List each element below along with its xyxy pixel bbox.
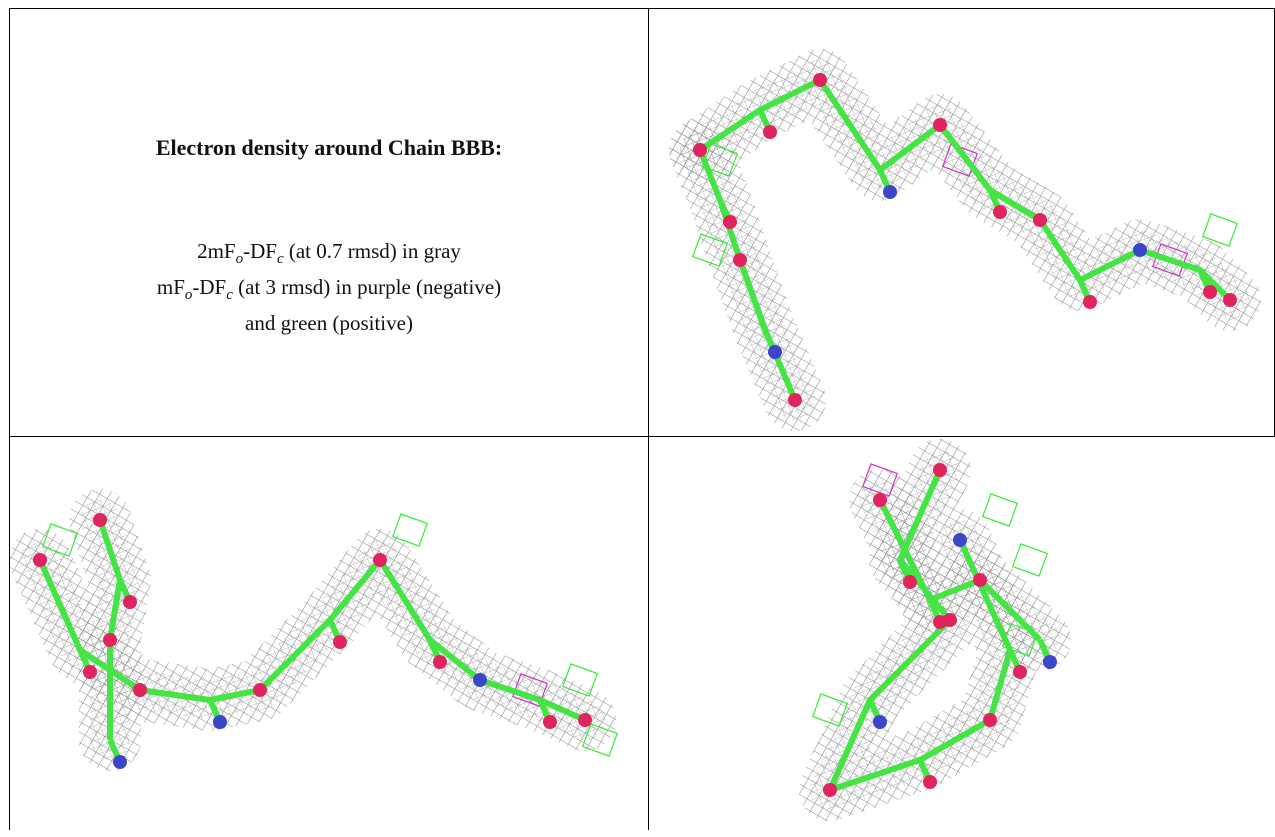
- atom: [873, 493, 887, 507]
- atom: [763, 125, 777, 139]
- difference-density: [1013, 544, 1048, 576]
- text-run: 2mF: [197, 239, 236, 263]
- atom: [933, 118, 947, 132]
- caption-title: Electron density around Chain BBB:: [10, 135, 648, 161]
- atom: [433, 655, 447, 669]
- atom: [543, 715, 557, 729]
- atom: [983, 713, 997, 727]
- atom: [1223, 293, 1237, 307]
- page: Electron density around Chain BBB: 2mFo-…: [0, 0, 1275, 837]
- atom: [133, 683, 147, 697]
- atom: [823, 783, 837, 797]
- caption-line: and green (positive): [10, 309, 648, 337]
- atom: [473, 673, 487, 687]
- caption-cell: Electron density around Chain BBB: 2mFo-…: [10, 9, 648, 436]
- atom: [253, 683, 267, 697]
- atom: [993, 205, 1007, 219]
- atom: [788, 393, 802, 407]
- atom: [1033, 213, 1047, 227]
- atom: [873, 715, 887, 729]
- atom: [1133, 243, 1147, 257]
- atom: [83, 665, 97, 679]
- atom: [373, 553, 387, 567]
- atom: [693, 143, 707, 157]
- atom: [578, 713, 592, 727]
- text-run: (at 3 rmsd) in purple (negative): [233, 275, 501, 299]
- atom: [93, 513, 107, 527]
- atom: [933, 615, 947, 629]
- atom: [113, 755, 127, 769]
- atom: [33, 553, 47, 567]
- subscript: c: [226, 287, 233, 303]
- atom: [933, 463, 947, 477]
- density-figure: [33, 513, 617, 769]
- text-run: (at 0.7 rmsd) in gray: [284, 239, 461, 263]
- text-run: -DF: [243, 239, 277, 263]
- difference-density: [983, 494, 1018, 526]
- atom: [768, 345, 782, 359]
- caption-line: mFo-DFc (at 3 rmsd) in purple (negative): [10, 273, 648, 309]
- density-figure: [813, 463, 1057, 797]
- text-run: mF: [157, 275, 185, 299]
- density-figure: [693, 73, 1238, 407]
- atom: [213, 715, 227, 729]
- atom: [973, 573, 987, 587]
- atom: [123, 595, 137, 609]
- text-run: -DF: [192, 275, 226, 299]
- text-run: and green (positive): [245, 311, 413, 335]
- atom: [733, 253, 747, 267]
- atom: [723, 215, 737, 229]
- atom: [333, 635, 347, 649]
- atom: [1013, 665, 1027, 679]
- subscript: o: [236, 251, 244, 267]
- atom: [103, 633, 117, 647]
- atom: [813, 73, 827, 87]
- atom: [1203, 285, 1217, 299]
- subscript: c: [277, 251, 284, 267]
- atom: [953, 533, 967, 547]
- atom: [923, 775, 937, 789]
- atom: [903, 575, 917, 589]
- caption-line: 2mFo-DFc (at 0.7 rmsd) in gray: [10, 237, 648, 273]
- atom: [883, 185, 897, 199]
- atom: [1083, 295, 1097, 309]
- atom: [1043, 655, 1057, 669]
